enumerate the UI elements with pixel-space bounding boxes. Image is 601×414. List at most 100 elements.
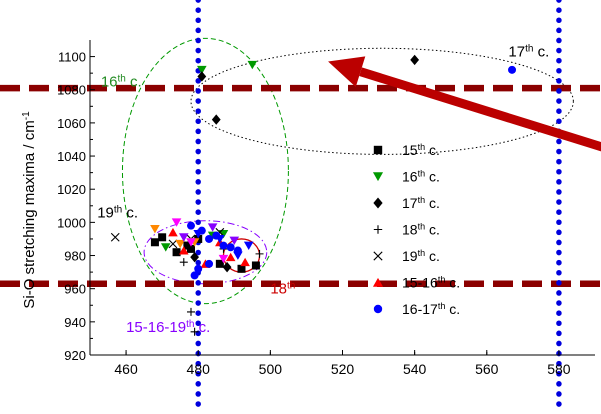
- annotation-text: 19: [97, 204, 114, 221]
- annotation-suffix: c.: [194, 319, 210, 336]
- legend-label-suffix: c.: [425, 222, 440, 238]
- x-tick-label-540: 540: [403, 361, 427, 377]
- data-point-7-1: [175, 239, 185, 249]
- data-point-10-3: [243, 241, 254, 250]
- legend-label-suffix: c.: [425, 248, 440, 264]
- series-8: [171, 218, 229, 264]
- data-point-6-0: [508, 65, 517, 74]
- y-axis-label-text: Si-O stretching maxima / cm: [21, 120, 38, 308]
- y-tick-label-960: 960: [64, 282, 86, 297]
- legend-label-sup: th: [438, 275, 446, 285]
- x-tick-label-580: 580: [547, 361, 571, 377]
- data-point-6-3: [205, 234, 214, 243]
- data-points: [110, 54, 517, 336]
- data-point-3-3: [179, 258, 188, 267]
- legend-label-sup: th: [418, 248, 426, 258]
- legend-label-1: 16th c.: [402, 169, 440, 185]
- legend-label-sup: th: [418, 195, 426, 205]
- y-tick-label-980: 980: [64, 249, 86, 264]
- series-9: [178, 223, 240, 246]
- data-point-9-1: [207, 223, 218, 232]
- annotation-sup: th: [118, 73, 126, 84]
- y-tick-label-1000: 1000: [57, 215, 86, 230]
- data-point-6-10: [190, 271, 199, 280]
- legend-label-text: 16-17: [402, 301, 438, 317]
- y-tick-label-920: 920: [64, 348, 86, 363]
- data-point-8-0: [171, 218, 182, 227]
- legend-label-sup: th: [418, 142, 426, 152]
- data-point-7-0: [150, 225, 160, 234]
- x-tick-label-560: 560: [475, 361, 499, 377]
- legend-label-2: 17th c.: [402, 195, 440, 211]
- data-point-0-4: [187, 244, 195, 253]
- data-point-6-8: [194, 264, 203, 273]
- legend-label-suffix: c.: [425, 195, 440, 211]
- y-tick-label-1020: 1020: [57, 182, 86, 197]
- legend-label-4: 19th c.: [402, 248, 440, 264]
- legend-label-text: 18: [402, 222, 418, 238]
- annotation-sup: th: [186, 318, 194, 329]
- arrow-layer: [328, 56, 601, 152]
- legend-marker-6: [373, 304, 383, 314]
- y-axis-label-sup: -1: [21, 111, 32, 120]
- legend-label-text: 17: [402, 195, 418, 211]
- data-point-2-4: [222, 261, 232, 273]
- group-ellipse-0: [190, 47, 574, 155]
- legend-marker-1: [372, 172, 384, 182]
- y-axis-label: Si-O stretching maxima / cm-1: [21, 111, 39, 309]
- data-point-9-2: [229, 236, 240, 246]
- data-point-10-2: [233, 251, 243, 260]
- series-6: [187, 65, 517, 280]
- data-point-4-3: [168, 239, 178, 249]
- annotation-ann-19th: 19th c.: [97, 204, 138, 222]
- legend-label-suffix: c.: [445, 275, 460, 291]
- annotation-ann-15-16-19: 15-16-19th c.: [126, 318, 210, 336]
- data-point-0-2: [172, 248, 181, 257]
- data-point-6-9: [205, 259, 214, 268]
- annotation-text: 18: [270, 281, 287, 298]
- data-point-10-1: [215, 234, 225, 244]
- legend-label-text: 15: [402, 142, 418, 158]
- data-point-0-1: [158, 233, 167, 242]
- data-point-0-0: [150, 238, 159, 247]
- data-point-2-1: [211, 114, 221, 125]
- data-point-6-1: [187, 221, 195, 230]
- legend-label-3: 18th c.: [402, 222, 440, 238]
- data-point-3-2: [255, 249, 264, 258]
- data-point-3-0: [187, 307, 195, 316]
- data-point-1-2: [160, 243, 171, 252]
- legend-label-suffix: c.: [425, 142, 440, 158]
- data-point-0-7: [237, 264, 246, 273]
- data-point-4-0: [110, 232, 120, 242]
- data-point-8-1: [186, 238, 196, 247]
- legend-label-suffix: c.: [425, 169, 440, 185]
- legend: 15th c.16th c.17th c.18th c.19th c.15-16…: [372, 142, 460, 317]
- arrow-head: [328, 56, 366, 87]
- series-10: [193, 229, 254, 260]
- data-point-9-0: [178, 233, 189, 242]
- data-point-5-5: [240, 257, 250, 267]
- data-point-6-5: [219, 241, 228, 250]
- legend-label-sup: th: [418, 222, 426, 232]
- data-point-5-4: [225, 252, 236, 262]
- legend-label-text: 19: [402, 248, 418, 264]
- annotation-text: 16: [101, 73, 118, 90]
- legend-label-sup: th: [418, 169, 426, 179]
- annotation-ann-17th: 17th c.: [508, 43, 549, 61]
- data-point-2-2: [410, 54, 420, 66]
- data-point-5-1: [178, 246, 189, 255]
- data-point-8-2: [218, 254, 229, 264]
- x-tick-label-480: 480: [187, 361, 211, 377]
- x-tick-label-500: 500: [259, 361, 283, 377]
- arrow-shaft: [359, 67, 601, 152]
- annotation-ann-16th: 16th c.: [101, 73, 142, 91]
- annotation-ann-18th: 18th: [270, 280, 295, 298]
- data-point-1-4: [218, 229, 229, 239]
- annotation-sup: th: [114, 204, 122, 215]
- annotation-sup: th: [525, 43, 533, 54]
- annotation-suffix: c.: [122, 204, 138, 221]
- data-point-0-6: [215, 259, 224, 268]
